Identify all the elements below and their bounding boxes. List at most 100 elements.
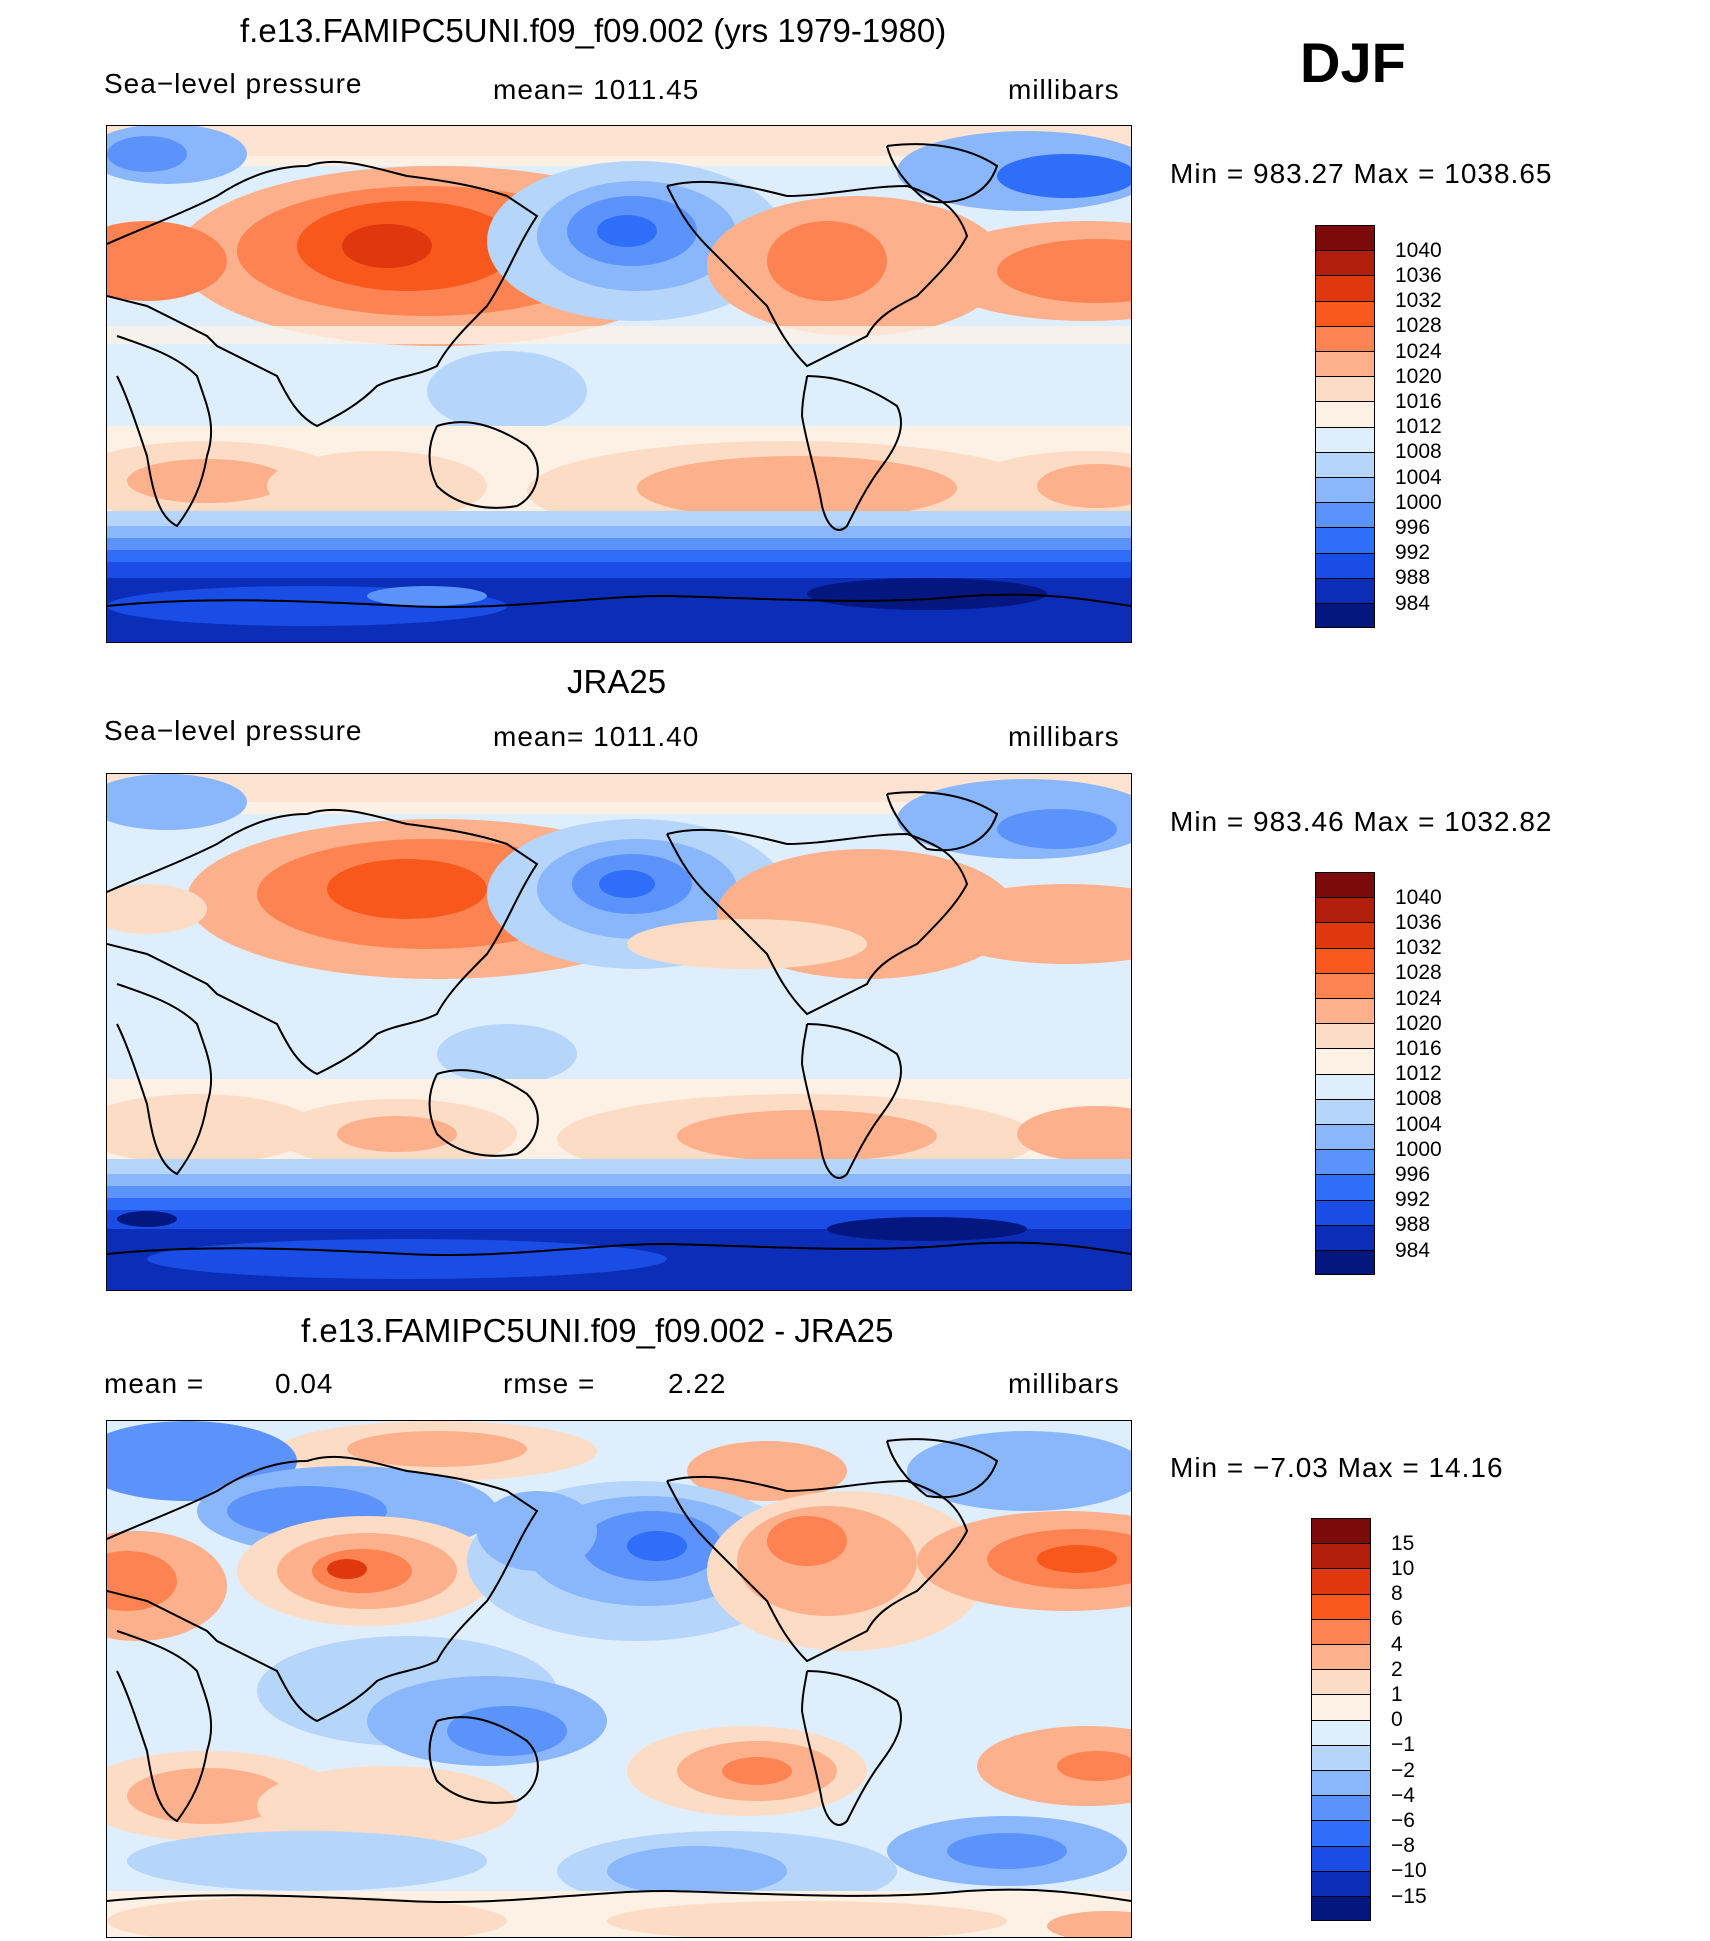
panel1-variable-label: Sea−level pressure: [104, 68, 363, 99]
colorbar-swatch: [1311, 1744, 1371, 1770]
panel2-map: [106, 773, 1132, 1291]
colorbar-swatch: [1315, 1023, 1375, 1049]
colorbar-tick-label: 1000: [1395, 1137, 1442, 1161]
colorbar-swatch: [1311, 1669, 1371, 1695]
panel1-mean-label: mean= 1011.45: [493, 74, 700, 105]
colorbar-tick-label: 2: [1391, 1657, 1403, 1681]
colorbar-tick-label: 996: [1395, 515, 1431, 539]
colorbar-swatch: [1315, 1124, 1375, 1150]
colorbar-tick-label: 4: [1391, 1632, 1403, 1656]
panel3-title: f.e13.FAMIPC5UNI.f09_f09.002 - JRA25: [301, 1312, 894, 1349]
colorbar-tick-label: 996: [1395, 1162, 1431, 1186]
colorbar-tick-label: 15: [1391, 1531, 1415, 1555]
colorbar-tick-label: 1028: [1395, 961, 1442, 985]
colorbar-swatch: [1311, 1770, 1371, 1796]
colorbar-swatch: [1315, 300, 1375, 326]
colorbar-tick-label: 1020: [1395, 1011, 1442, 1035]
colorbar-swatch: [1311, 1795, 1371, 1821]
colorbar-swatch: [1315, 250, 1375, 276]
panel1-units-label: millibars: [1008, 74, 1120, 105]
colorbar-swatch: [1315, 1048, 1375, 1074]
colorbar-tick-label: 984: [1395, 591, 1431, 615]
colorbar-swatch: [1315, 998, 1375, 1024]
colorbar-tick-label: 1012: [1395, 415, 1442, 439]
panel2-units-label: millibars: [1008, 721, 1120, 752]
colorbar-tick-label: 1000: [1395, 490, 1442, 514]
colorbar-swatch: [1315, 325, 1375, 351]
colorbar-tick-label: 1008: [1395, 1087, 1442, 1111]
colorbar-swatch: [1315, 477, 1375, 503]
colorbar-tick-label: 1032: [1395, 289, 1442, 313]
colorbar-swatch: [1315, 1098, 1375, 1124]
colorbar-swatch: [1311, 1719, 1371, 1745]
colorbar-tick-label: 988: [1395, 566, 1431, 590]
colorbar-swatch: [1315, 1250, 1375, 1276]
colorbar-tick-label: 1020: [1395, 364, 1442, 388]
colorbar-swatch: [1315, 552, 1375, 578]
colorbar-tick-label: 1024: [1395, 986, 1442, 1010]
season-label: DJF: [1300, 31, 1406, 94]
colorbar-tick-label: 0: [1391, 1708, 1403, 1732]
colorbar-swatch: [1315, 1224, 1375, 1250]
colorbar-swatch: [1315, 1149, 1375, 1175]
colorbar-tick-label: −2: [1391, 1758, 1415, 1782]
panel1-minmax: Min = 983.27 Max = 1038.65: [1170, 158, 1553, 189]
colorbar-tick-label: −15: [1391, 1884, 1427, 1908]
colorbar-swatch: [1311, 1820, 1371, 1846]
colorbar-tick-label: 1024: [1395, 339, 1442, 363]
colorbar-swatch: [1315, 922, 1375, 948]
colorbar-tick-label: 1004: [1395, 1112, 1442, 1136]
panel3-minmax: Min = −7.03 Max = 14.16: [1170, 1452, 1504, 1483]
colorbar-tick-label: 1040: [1395, 885, 1442, 909]
panel1-title: f.e13.FAMIPC5UNI.f09_f09.002 (yrs 1979-1…: [240, 12, 947, 49]
colorbar-swatch: [1315, 502, 1375, 528]
colorbar-tick-label: 1032: [1395, 936, 1442, 960]
colorbar-tick-label: 992: [1395, 541, 1431, 565]
colorbar-swatch: [1311, 1845, 1371, 1871]
colorbar-swatch: [1315, 351, 1375, 377]
colorbar-tick-label: 1036: [1395, 910, 1442, 934]
colorbar-swatch: [1315, 872, 1375, 898]
panel3-map: [106, 1420, 1132, 1938]
colorbar-tick-label: 1036: [1395, 263, 1442, 287]
colorbar-swatch: [1315, 275, 1375, 301]
colorbar-swatch: [1311, 1870, 1371, 1896]
colorbar-tick-label: 1012: [1395, 1062, 1442, 1086]
colorbar-tick-label: 992: [1395, 1188, 1431, 1212]
panel1-contour-field: [107, 126, 1131, 642]
panel3-mean-label: mean =: [104, 1368, 205, 1399]
panel2-title: JRA25: [567, 663, 667, 700]
colorbar-tick-label: 1008: [1395, 440, 1442, 464]
colorbar-tick-label: 988: [1395, 1213, 1431, 1237]
colorbar-tick-label: 1016: [1395, 389, 1442, 413]
colorbar-swatch: [1311, 1518, 1371, 1544]
colorbar-tick-label: −4: [1391, 1783, 1415, 1807]
colorbar-tick-label: 6: [1391, 1607, 1403, 1631]
panel1-map: [106, 125, 1132, 643]
colorbar-tick-label: −8: [1391, 1834, 1415, 1858]
colorbar-swatch: [1315, 897, 1375, 923]
colorbar-swatch: [1311, 1644, 1371, 1670]
panel3-rmse-value: 2.22: [668, 1368, 727, 1399]
colorbar-swatch: [1315, 972, 1375, 998]
colorbar-tick-label: −10: [1391, 1859, 1427, 1883]
panel3-rmse-label: rmse =: [503, 1368, 596, 1399]
panel3-mean-value: 0.04: [275, 1368, 334, 1399]
colorbar-swatch: [1315, 1199, 1375, 1225]
colorbar-tick-label: 1016: [1395, 1036, 1442, 1060]
panel3-contour-field: [107, 1421, 1131, 1937]
colorbar-swatch: [1315, 603, 1375, 629]
colorbar-swatch: [1311, 1568, 1371, 1594]
colorbar-tick-label: 984: [1395, 1238, 1431, 1262]
colorbar-swatch: [1311, 1618, 1371, 1644]
colorbar-tick-label: 10: [1391, 1556, 1415, 1580]
colorbar-tick-label: −1: [1391, 1733, 1415, 1757]
colorbar-swatch: [1311, 1593, 1371, 1619]
colorbar-swatch: [1315, 451, 1375, 477]
colorbar-swatch: [1315, 376, 1375, 402]
panel3-units-label: millibars: [1008, 1368, 1120, 1399]
colorbar-tick-label: 1028: [1395, 314, 1442, 338]
colorbar-swatch: [1311, 1543, 1371, 1569]
colorbar-tick-label: 1040: [1395, 238, 1442, 262]
colorbar-swatch: [1315, 577, 1375, 603]
